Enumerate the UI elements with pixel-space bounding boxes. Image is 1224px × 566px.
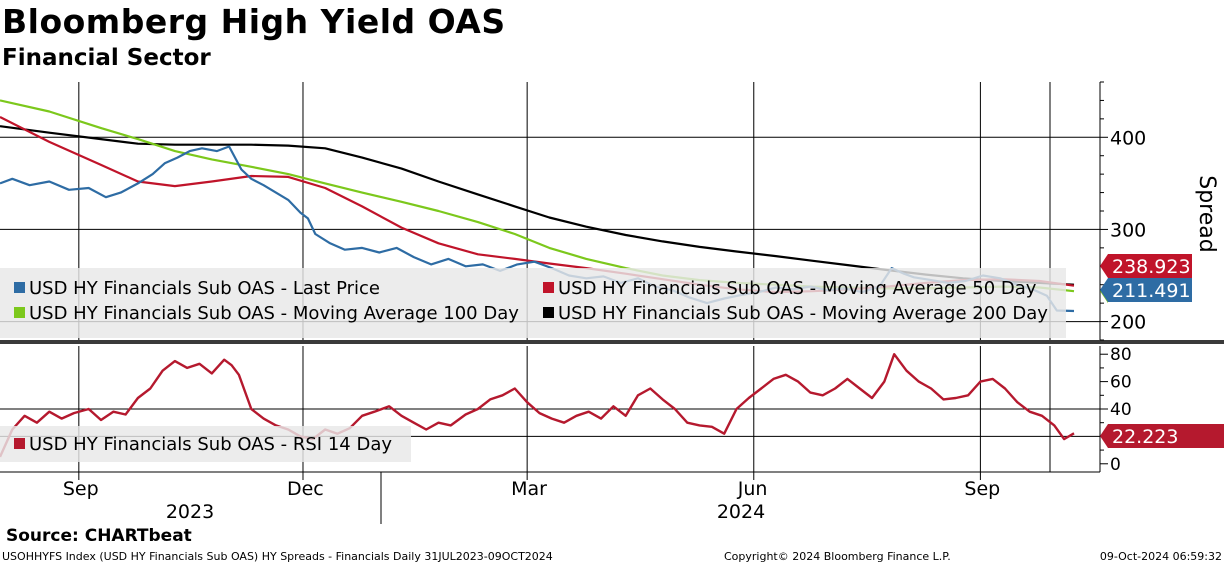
rsi-value-tag-bg (1100, 424, 1224, 448)
ma50-value-tag-bg (1100, 254, 1192, 278)
lower-ytick-label-4: 80 (1110, 345, 1132, 365)
lower-ytick-label-2: 40 (1110, 400, 1132, 420)
upper-ytick-label-0: 200 (1110, 312, 1146, 334)
last-price-value-tag: 211.491 (1100, 278, 1192, 302)
upper-legend-box (0, 268, 1066, 338)
legend-label-rsi: USD HY Financials Sub OAS - RSI 14 Day (29, 434, 392, 455)
legend-swatch-last_price (14, 282, 25, 293)
footer-copyright: Copyright© 2024 Bloomberg Finance L.P. (724, 550, 951, 563)
axes-layer: 200300400Spread020406080SepDecMarJunSep2… (0, 81, 1224, 524)
ma50-value-tag: 238.923 (1100, 254, 1192, 278)
footer-timestamp: 09-Oct-2024 06:59:32 (1099, 550, 1222, 563)
lower-ytick-label-0: 0 (1110, 455, 1121, 475)
upper-panel: USD HY Financials Sub OAS - Last Price US… (0, 82, 1100, 340)
panel-separator (0, 340, 1224, 344)
legend-swatch-ma50 (543, 282, 554, 293)
legend-label-ma50: USD HY Financials Sub OAS - Moving Avera… (558, 278, 1037, 299)
ma50-value-tag-text: 238.923 (1112, 256, 1191, 278)
xtick-label-3: Jun (737, 478, 768, 500)
xtick-label-4: Sep (964, 478, 1000, 500)
rsi-value-tag: 22.223 (1100, 424, 1224, 448)
last-price-value-tag-text: 211.491 (1112, 280, 1191, 302)
legend-swatch-ma200 (543, 307, 554, 318)
upper-ytick-label-1: 300 (1110, 219, 1146, 241)
legend-label-last_price: USD HY Financials Sub OAS - Last Price (29, 278, 380, 299)
legend-label-ma200: USD HY Financials Sub OAS - Moving Avera… (558, 303, 1048, 324)
lower-legend-box (0, 426, 411, 462)
lower-panel: USD HY Financials Sub OAS - RSI 14 Day (0, 346, 1100, 472)
series-line-rsi (0, 353, 1075, 458)
upper-ylabel: Spread (1194, 175, 1219, 252)
xtick-label-0: Sep (63, 478, 99, 500)
year-label-1: 2024 (717, 501, 765, 523)
legend-swatch-rsi (14, 438, 25, 449)
footer-index-description: USOHHYFS Index (USD HY Financials Sub OA… (2, 550, 553, 563)
chart-title: Bloomberg High Yield OAS (2, 2, 506, 41)
upper-ytick-label-2: 400 (1110, 127, 1146, 149)
xtick-label-1: Dec (287, 478, 324, 500)
rsi-value-tag-text: 22.223 (1112, 426, 1178, 448)
chart-subtitle: Financial Sector (2, 45, 211, 71)
year-label-0: 2023 (166, 501, 214, 523)
xtick-label-2: Mar (511, 478, 547, 500)
source-note: Source: CHARTbeat (6, 526, 192, 546)
lower-ytick-label-3: 60 (1110, 373, 1132, 393)
last-price-value-tag-bg (1100, 278, 1192, 302)
legend-swatch-ma100 (14, 307, 25, 318)
legend-label-ma100: USD HY Financials Sub OAS - Moving Avera… (29, 303, 519, 324)
